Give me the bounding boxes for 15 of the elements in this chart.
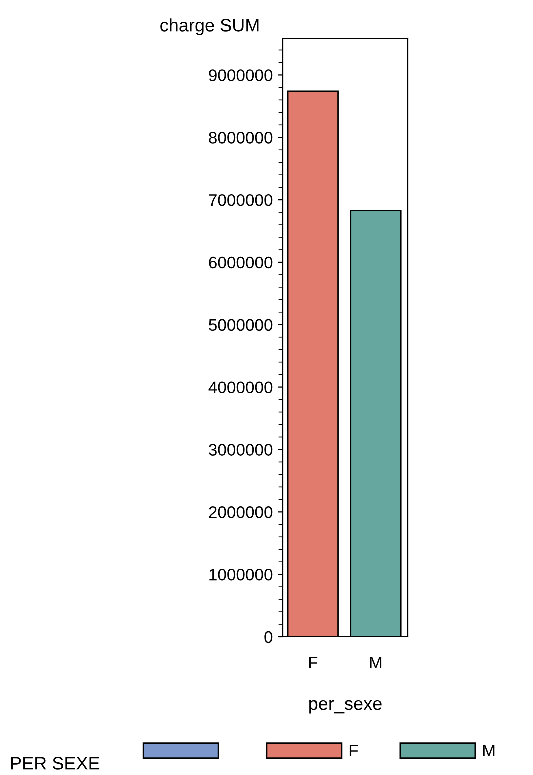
- legend-label: M: [483, 745, 495, 757]
- y-tick-label: 3000000: [209, 444, 273, 456]
- y-tick-label: 7000000: [209, 194, 273, 206]
- y-tick-label: 6000000: [209, 256, 273, 269]
- legend-label: F: [350, 745, 358, 757]
- y-tick-label: 1000000: [210, 568, 273, 581]
- y-tick-label: 0: [264, 631, 273, 644]
- x-axis-title: per_sexe: [310, 700, 382, 714]
- y-tick-label: 8000000: [209, 132, 273, 144]
- y-tick-label: 5000000: [209, 319, 273, 332]
- legend-title: PER SEXE: [11, 757, 100, 770]
- y-tick-label: 2000000: [209, 506, 273, 518]
- y-tick-label: 9000000: [209, 70, 273, 82]
- y-axis-title: charge SUM: [160, 18, 259, 36]
- y-tick-label: 4000000: [208, 382, 273, 394]
